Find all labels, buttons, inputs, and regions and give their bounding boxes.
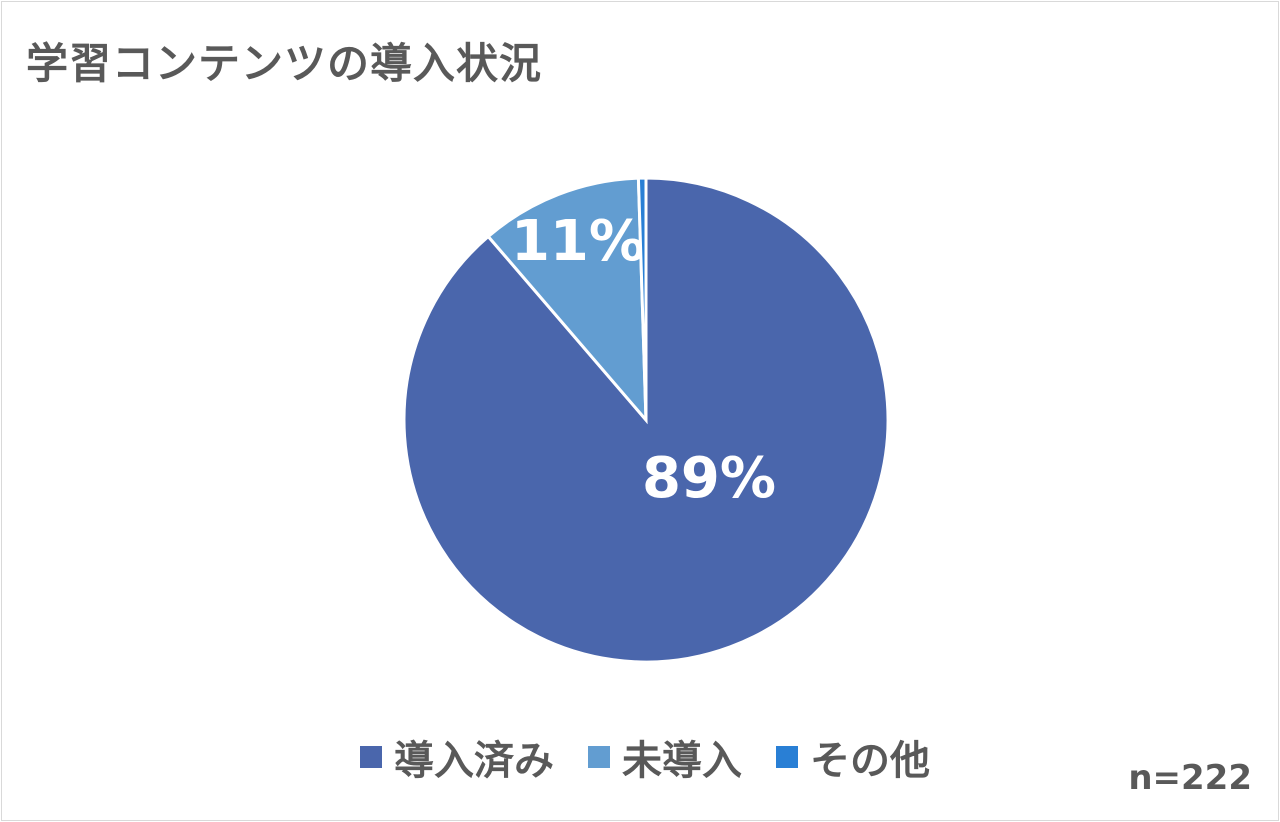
legend-item-3: その他 <box>776 728 930 786</box>
legend: 導入済み 未導入 その他 <box>0 728 1280 786</box>
legend-label: 導入済み <box>394 738 554 784</box>
legend-swatch <box>588 746 610 768</box>
data-label-1: 89% <box>642 446 776 511</box>
legend-item-1: 導入済み <box>360 728 554 786</box>
chart-title: 学習コンテンツの導入状況 <box>26 39 543 88</box>
legend-item-2: 未導入 <box>588 728 742 786</box>
sample-size-note: n=222 <box>1128 758 1252 798</box>
pie-slice-2 <box>486 176 648 425</box>
legend-swatch <box>776 746 798 768</box>
legend-swatch <box>360 746 382 768</box>
pie-slice-3 <box>636 176 648 421</box>
legend-label: その他 <box>810 738 930 784</box>
data-label-2: 11% <box>511 209 645 274</box>
legend-label: 未導入 <box>622 738 742 784</box>
